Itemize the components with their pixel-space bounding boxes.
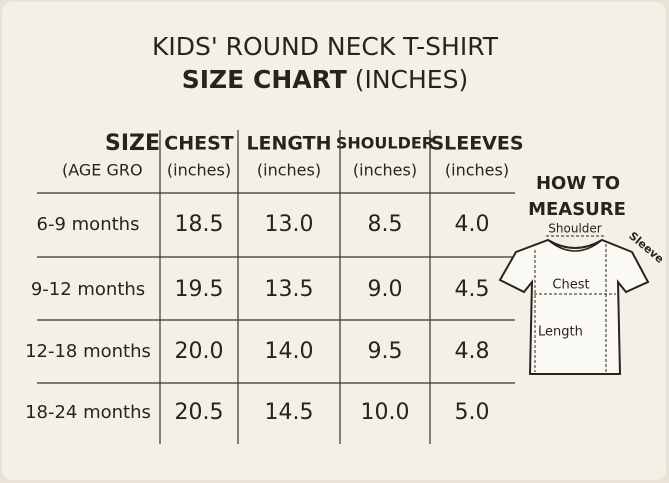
value-cell: 20.5 (175, 400, 224, 425)
column-header: SIZE (105, 131, 160, 156)
diagram-title: HOW TO (536, 173, 620, 194)
title-bold: SIZE CHART (182, 65, 347, 94)
table: SIZE (AGE GRO CHEST (inches) LENGTH (inches) S… (25, 130, 524, 444)
column-header: SLEEVES (430, 133, 523, 155)
value-cell: 8.5 (368, 212, 403, 237)
column-subheader: (inches) (445, 161, 509, 180)
value-cell: 18.5 (175, 212, 224, 237)
value-cell: 10.0 (361, 400, 410, 425)
shoulder-label: Shoulder (548, 222, 602, 236)
value-cell: 9.0 (368, 277, 403, 302)
column-subheader: (inches) (257, 161, 321, 180)
column-header: SHOULDER (336, 134, 434, 153)
column-subheader: (AGE GRO (62, 161, 143, 180)
size-cell: 18-24 months (25, 402, 151, 423)
value-cell: 14.0 (265, 339, 314, 364)
chest-label: Chest (552, 278, 589, 293)
diagram-title: MEASURE (528, 199, 626, 220)
value-cell: 13.5 (265, 277, 314, 302)
title-normal: (INCHES) (355, 65, 469, 94)
value-cell: 14.5 (265, 400, 314, 425)
value-cell: 20.0 (175, 339, 224, 364)
value-cell: 4.8 (455, 339, 490, 364)
collar (547, 239, 603, 252)
size-cell: 6-9 months (37, 214, 140, 235)
column-header: LENGTH (246, 133, 331, 155)
value-cell: 13.0 (265, 212, 314, 237)
value-cell: 5.0 (455, 400, 490, 425)
value-cell: 9.5 (368, 339, 403, 364)
shirt-outline (498, 238, 650, 375)
value-cell: 4.5 (455, 277, 490, 302)
title-line1: KIDS' ROUND NECK T-SHIRT (152, 32, 499, 61)
title-line2: SIZE CHART (INCHES) (182, 65, 468, 94)
value-cell: 4.0 (455, 212, 490, 237)
column-subheader: (inches) (167, 161, 231, 180)
size-cell: 12-18 months (25, 341, 151, 362)
column-header: CHEST (164, 133, 234, 155)
value-cell: 19.5 (175, 277, 224, 302)
column-subheader: (inches) (353, 161, 417, 180)
size-cell: 9-12 months (31, 279, 145, 300)
length-label: Length (538, 325, 583, 340)
